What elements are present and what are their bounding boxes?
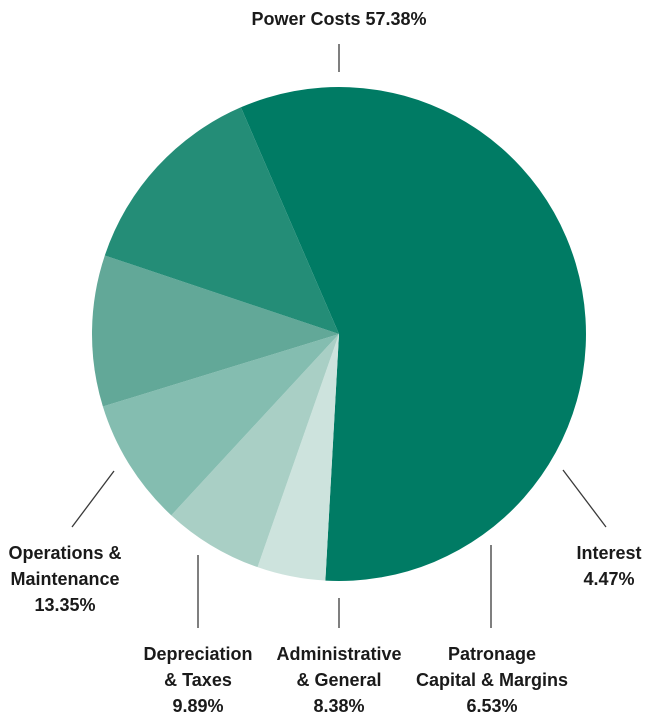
pie-slice-patronage — [171, 334, 339, 568]
label-operations-line-1: Operations & — [8, 543, 122, 563]
label-interest-line-1: Interest — [576, 543, 642, 563]
label-depreciation-line-1: Depreciation — [143, 644, 253, 664]
label-administrative-line-1: Administrative — [276, 644, 402, 664]
label-power-costs-line-1: Power Costs 57.38% — [251, 9, 427, 29]
label-interest-line-2: 4.47% — [583, 569, 635, 589]
label-patronage-line-2: Capital & Margins — [415, 670, 569, 690]
label-operations-line-3: 13.35% — [34, 595, 96, 615]
label-administrative: Administrative & General 8.38% — [276, 641, 401, 719]
pie-slice-operations — [104, 107, 339, 334]
label-operations-line-2: Maintenance — [10, 569, 120, 589]
label-operations: Operations & Maintenance 13.35% — [8, 540, 121, 618]
pie-slice-depreciation — [91, 255, 340, 407]
leader-line-operations — [71, 470, 115, 528]
label-administrative-line-2: & General — [296, 670, 382, 690]
label-patronage-line-3: 6.53% — [466, 696, 518, 716]
label-patronage-line-1: Patronage — [447, 644, 537, 664]
label-depreciation-line-3: 9.89% — [172, 696, 224, 716]
label-patronage: Patronage Capital & Margins 6.53% — [416, 641, 568, 719]
label-depreciation: Depreciation & Taxes 9.89% — [143, 641, 252, 719]
label-power-costs: Power Costs 57.38% — [251, 6, 426, 32]
leader-line-interest — [562, 469, 607, 528]
label-administrative-line-3: 8.38% — [313, 696, 365, 716]
label-depreciation-line-2: & Taxes — [164, 670, 232, 690]
pie-slice-interest — [257, 334, 339, 581]
label-interest: Interest 4.47% — [576, 540, 641, 592]
pie-slice-power — [240, 86, 586, 581]
pie-slice-admin — [102, 334, 340, 516]
